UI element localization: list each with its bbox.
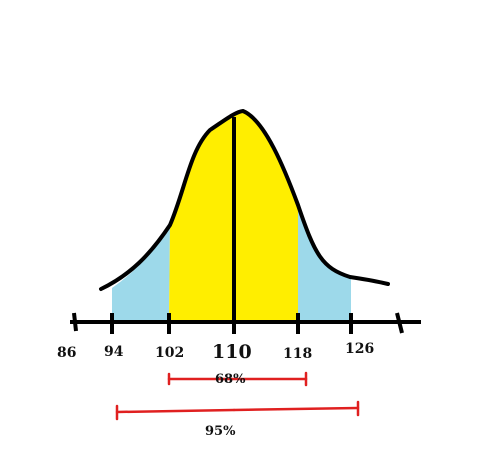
range-68-label: 68% <box>215 372 246 387</box>
range-95-label: 95% <box>205 424 236 439</box>
axis-right-end-mark <box>395 312 404 334</box>
shaded-region-left-outer <box>112 228 170 322</box>
tick-label-110: 110 <box>212 341 252 363</box>
tick-label-118: 118 <box>283 346 312 362</box>
axis-left-end-mark <box>72 312 78 332</box>
tick-label-126: 126 <box>345 341 374 357</box>
tick-label-102: 102 <box>155 345 184 361</box>
bell-curve <box>99 108 390 291</box>
range-95-bracket <box>115 400 360 421</box>
tick-label-86: 86 <box>57 345 76 361</box>
tick-label-94: 94 <box>104 344 124 360</box>
range-68-bracket <box>167 371 308 387</box>
